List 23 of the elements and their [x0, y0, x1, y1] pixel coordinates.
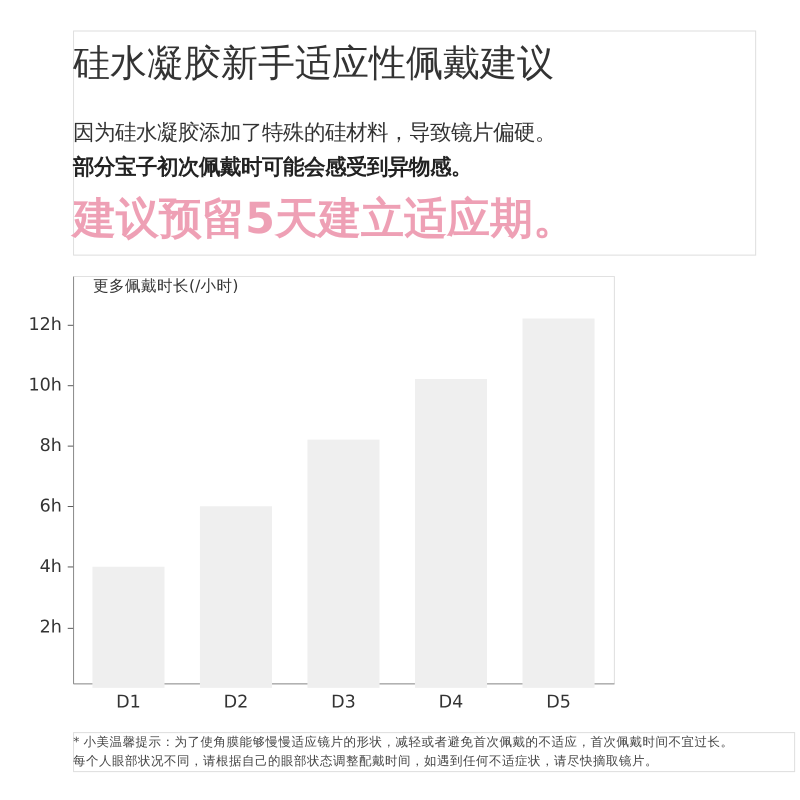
y-tick-label: 4h	[40, 557, 62, 578]
text: 部分宝子初次佩戴时可能会感受到异物感。	[72, 154, 472, 180]
x-tick-label: D2	[224, 692, 248, 712]
y-tick-label: 10h	[28, 375, 62, 396]
bar	[307, 440, 380, 688]
x-tick-label: D1	[116, 692, 141, 712]
text: 每个人眼部状况不同，请根据自己的眼部状态调整配戴时间，如遇到任何不适症状，请尽快摘取镜片。	[73, 753, 658, 768]
y-tick-label: 8h	[40, 436, 62, 456]
bar	[200, 506, 272, 688]
y-axis-title: 更多佩戴时长(/小时)	[93, 277, 238, 296]
text: 因为硅水凝胶添加了特殊的硅材料，导致镜片偏硬。	[73, 120, 556, 146]
x-tick-label: D4	[438, 692, 464, 712]
x-tick-label: D3	[331, 692, 356, 712]
chart-title: 硅水凝胶新手适应性佩戴建议	[72, 41, 554, 84]
bar	[92, 566, 165, 688]
y-tick-label: 12h	[28, 314, 62, 335]
text: 建议预留5天建立适应期。	[70, 194, 576, 244]
x-tick-label: D5	[546, 692, 571, 712]
bar	[522, 318, 595, 688]
y-tick-label: 6h	[40, 496, 62, 517]
text: * 小美温馨提示：为了使角膜能够慢慢适应镜片的形状，减轻或者避免首次佩戴的不适应，首次佩戴时间不宜过长。	[73, 734, 734, 749]
y-tick-label: 2h	[40, 618, 62, 638]
bar	[414, 379, 488, 688]
